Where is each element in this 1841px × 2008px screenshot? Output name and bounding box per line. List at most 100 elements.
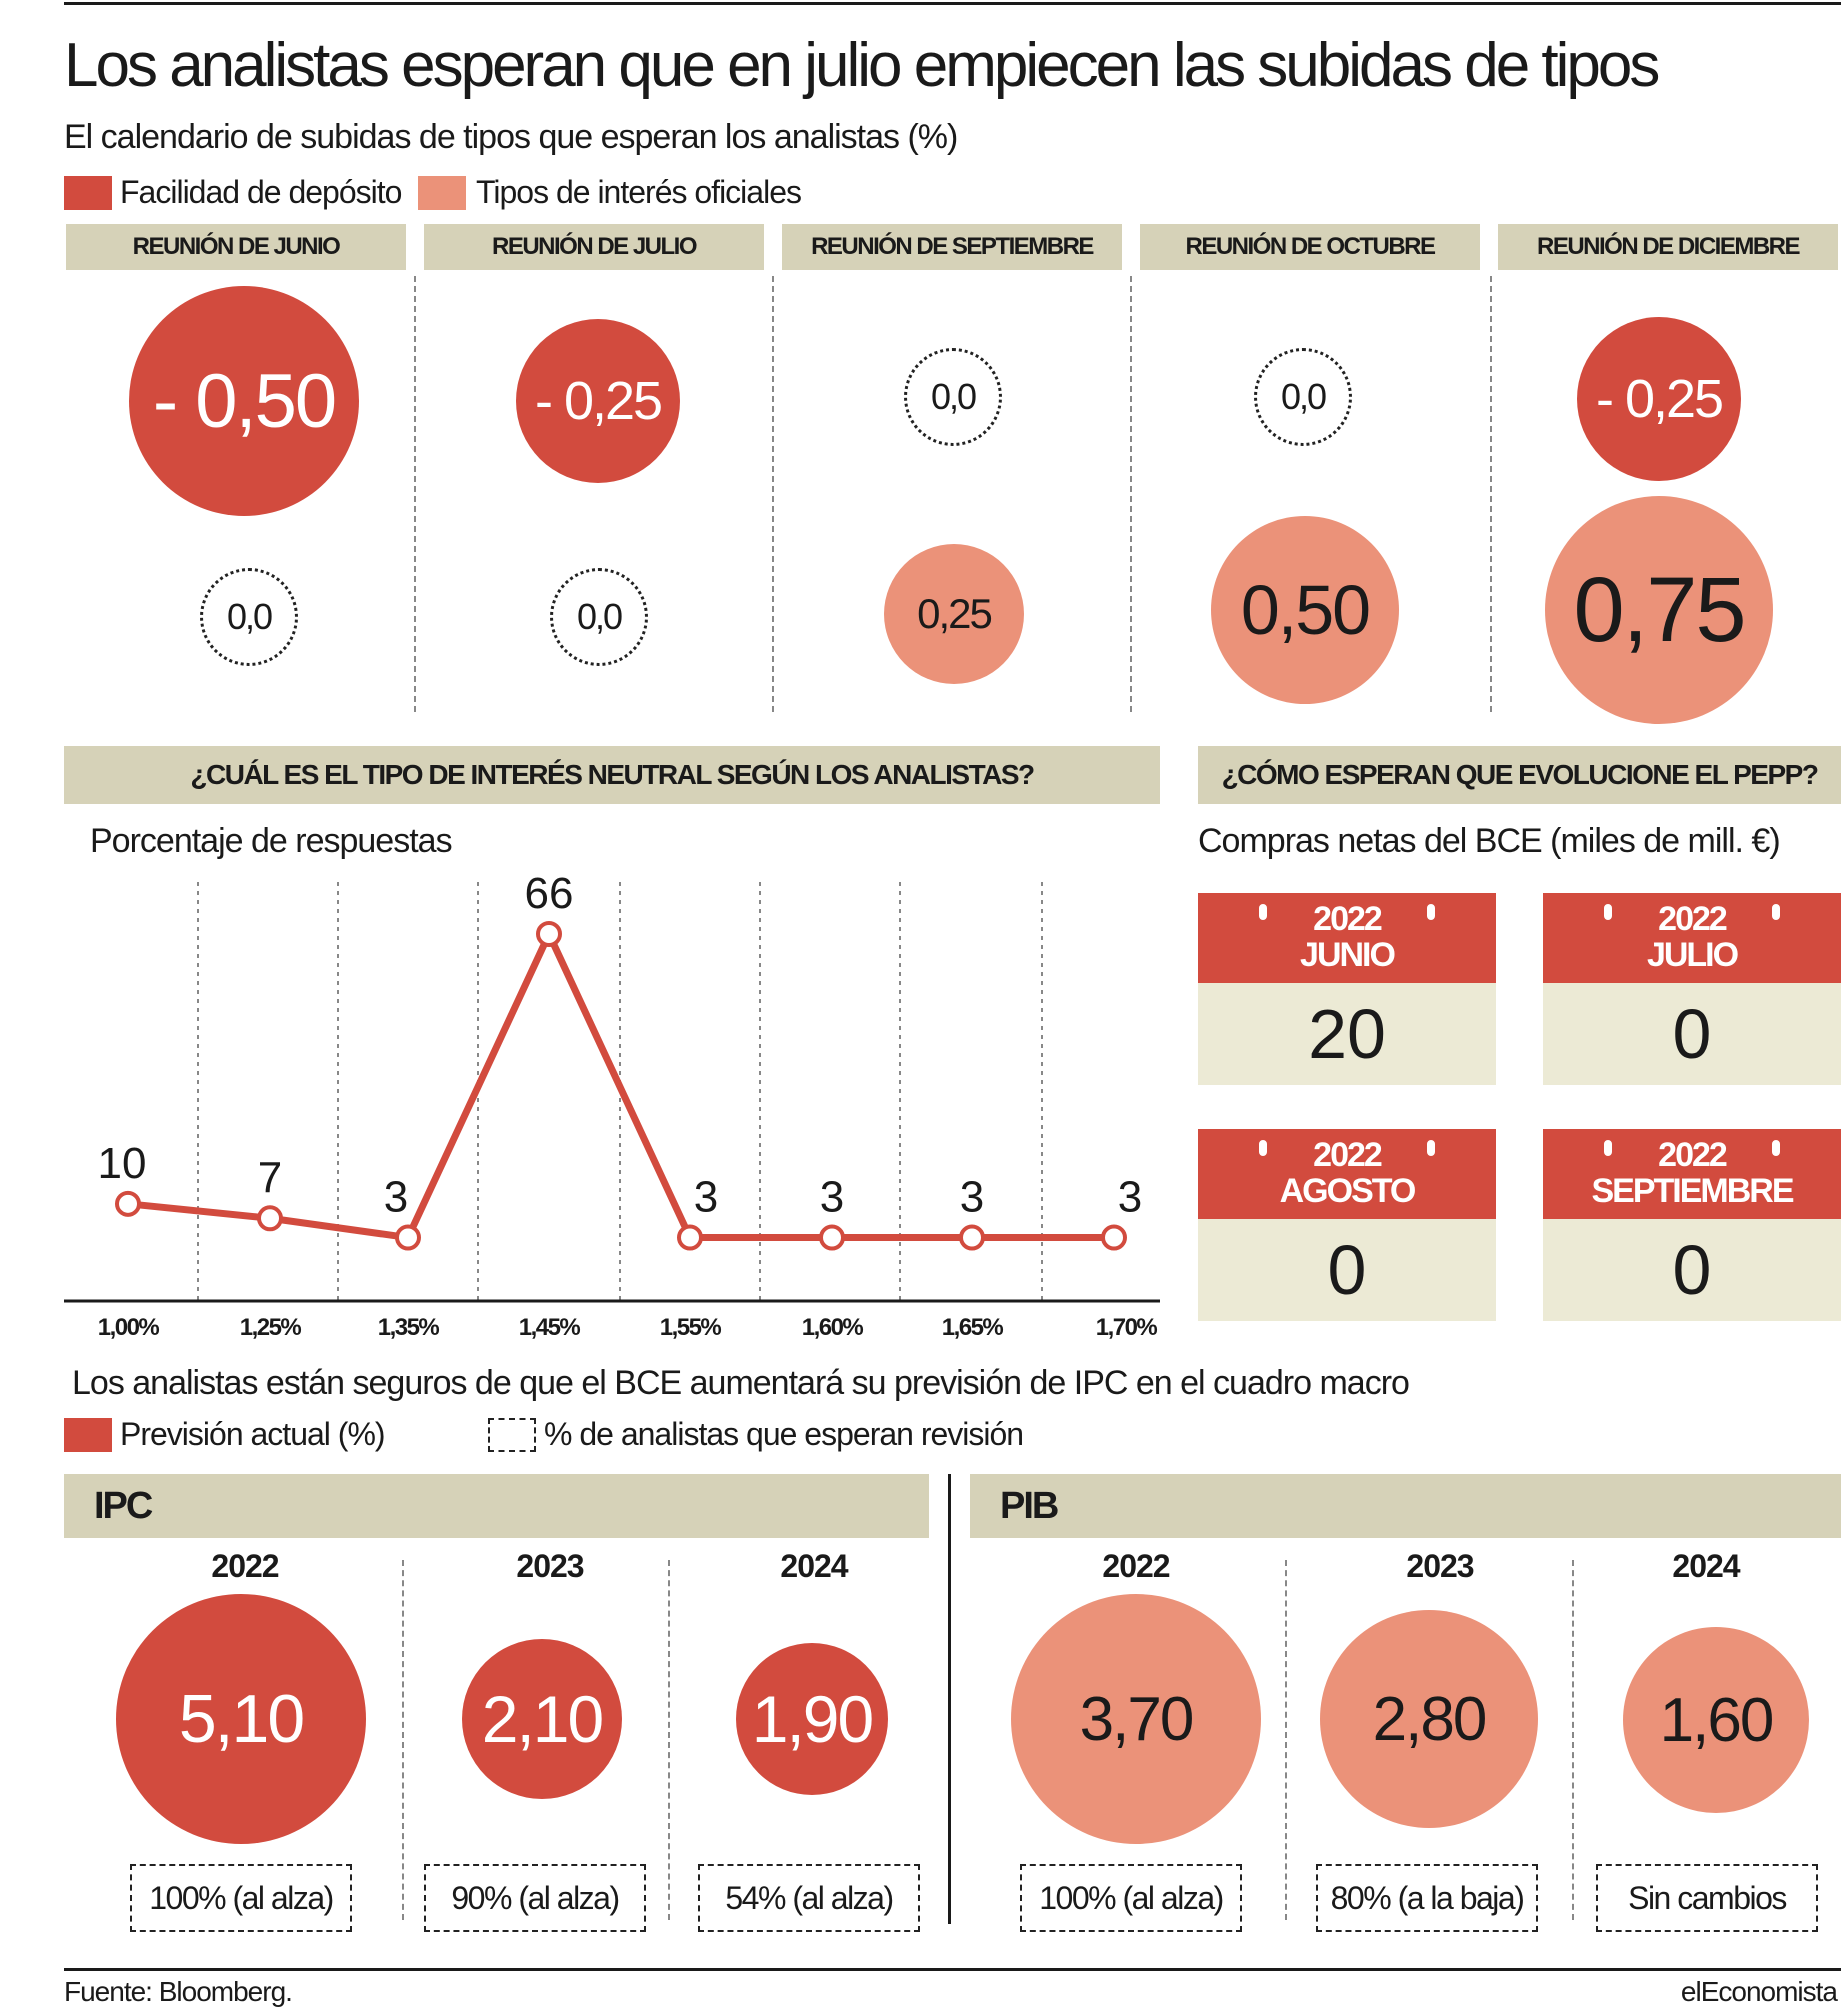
meeting-header-junio: REUNIÓN DE JUNIO bbox=[66, 224, 406, 270]
ring-icon bbox=[1601, 901, 1615, 923]
pib-year-2024: 2024 bbox=[1672, 1548, 1740, 1584]
data-point bbox=[959, 1224, 985, 1251]
x-tick-label: 1,00% bbox=[98, 1314, 160, 1341]
ipc-year-2024: 2024 bbox=[780, 1548, 848, 1584]
calendar-subtitle: El calendario de subidas de tipos que es… bbox=[64, 118, 958, 156]
ring-icon bbox=[1424, 1137, 1438, 1159]
pib-revision-2023: 80% (a la baja) bbox=[1316, 1864, 1538, 1932]
x-tick-label: 1,65% bbox=[942, 1314, 1004, 1341]
ring-icon bbox=[1601, 1137, 1615, 1159]
pepp-card-year: 2022 bbox=[1313, 900, 1383, 938]
chart-data-labels: 10 7 3 66 3 3 3 3 bbox=[98, 869, 1143, 1222]
ring-icon bbox=[1769, 901, 1783, 923]
meeting-header-septiembre: REUNIÓN DE SEPTIEMBRE bbox=[782, 224, 1122, 270]
pepp-card-value: 20 bbox=[1198, 983, 1496, 1085]
meeting-header-octubre: REUNIÓN DE OCTUBRE bbox=[1140, 224, 1480, 270]
section-divider bbox=[948, 1474, 951, 1924]
top-rule bbox=[64, 2, 1841, 5]
legend-label-revision: % de analistas que esperan revisión bbox=[544, 1416, 1024, 1452]
pepp-card-julio: 2022 JULIO 0 bbox=[1543, 893, 1841, 1085]
data-label: 7 bbox=[258, 1153, 282, 1202]
column-divider bbox=[1572, 1560, 1574, 1920]
data-point bbox=[819, 1224, 845, 1251]
deposit-circle-julio: - 0,25 bbox=[516, 319, 680, 483]
source-note: Fuente: Bloomberg. bbox=[64, 1976, 293, 2007]
pib-circle-2023: 2,80 bbox=[1320, 1610, 1538, 1828]
pib-revision-2024: Sin cambios bbox=[1596, 1864, 1818, 1932]
pepp-card-junio: 2022 JUNIO 20 bbox=[1198, 893, 1496, 1085]
column-divider bbox=[1285, 1560, 1287, 1920]
pepp-card-value: 0 bbox=[1543, 1219, 1841, 1321]
legend-label-official: Tipos de interés oficiales bbox=[476, 174, 802, 210]
neutral-rate-subtitle: Porcentaje de respuestas bbox=[90, 822, 453, 860]
official-circle-septiembre: 0,25 bbox=[884, 544, 1024, 684]
ipc-year-2023: 2023 bbox=[516, 1548, 584, 1584]
ipc-year-2022: 2022 bbox=[211, 1548, 279, 1584]
data-label: 10 bbox=[98, 1139, 147, 1188]
official-circle-julio: 0,0 bbox=[550, 568, 648, 666]
official-circle-junio: 0,0 bbox=[200, 568, 298, 666]
legend-swatch-official bbox=[418, 176, 466, 210]
column-divider bbox=[1130, 276, 1132, 712]
x-tick-label: 1,45% bbox=[519, 1314, 581, 1341]
meeting-header-diciembre: REUNIÓN DE DICIEMBRE bbox=[1498, 224, 1838, 270]
deposit-circle-septiembre: 0,0 bbox=[904, 348, 1002, 446]
pib-revision-2022: 100% (al alza) bbox=[1020, 1864, 1242, 1932]
ipc-circle-2024: 1,90 bbox=[736, 1643, 888, 1795]
legend-label-forecast: Previsión actual (%) bbox=[120, 1416, 386, 1452]
pepp-card-value: 0 bbox=[1543, 983, 1841, 1085]
pepp-card-septiembre: 2022 SEPTIEMBRE 0 bbox=[1543, 1129, 1841, 1321]
legend-label-deposit: Facilidad de depósito bbox=[120, 174, 402, 210]
pepp-header: ¿CÓMO ESPERAN QUE EVOLUCIONE EL PEPP? bbox=[1198, 746, 1841, 804]
column-divider bbox=[772, 276, 774, 712]
ring-icon bbox=[1769, 1137, 1783, 1159]
deposit-circle-junio: - 0,50 bbox=[129, 286, 359, 516]
data-label: 3 bbox=[384, 1173, 408, 1222]
ring-icon bbox=[1256, 1137, 1270, 1159]
pib-circle-2024: 1,60 bbox=[1623, 1627, 1809, 1813]
x-tick-label: 1,60% bbox=[802, 1314, 864, 1341]
pib-circle-2022: 3,70 bbox=[1011, 1594, 1261, 1844]
data-point bbox=[677, 1224, 703, 1251]
data-label: 66 bbox=[525, 869, 574, 918]
pepp-card-year: 2022 bbox=[1658, 1136, 1728, 1174]
pepp-card-month: AGOSTO bbox=[1279, 1172, 1417, 1210]
ipc-header: IPC bbox=[64, 1474, 929, 1538]
data-label: 3 bbox=[820, 1173, 844, 1222]
pepp-card-agosto: 2022 AGOSTO 0 bbox=[1198, 1129, 1496, 1321]
x-tick-label: 1,55% bbox=[660, 1314, 722, 1341]
ipc-circle-2023: 2,10 bbox=[462, 1639, 622, 1799]
ipc-revision-2022: 100% (al alza) bbox=[130, 1864, 352, 1932]
data-point bbox=[257, 1205, 283, 1232]
x-tick-label: 1,25% bbox=[240, 1314, 302, 1341]
pib-year-2023: 2023 bbox=[1406, 1548, 1474, 1584]
legend-swatch-revision bbox=[488, 1418, 536, 1452]
pepp-card-year: 2022 bbox=[1313, 1136, 1383, 1174]
neutral-rate-header: ¿CUÁL ES EL TIPO DE INTERÉS NEUTRAL SEGÚ… bbox=[64, 746, 1160, 804]
data-point bbox=[1101, 1224, 1127, 1251]
pepp-card-year: 2022 bbox=[1658, 900, 1728, 938]
series-line bbox=[127, 930, 1114, 1242]
data-point bbox=[115, 1190, 141, 1217]
footer-rule bbox=[64, 1968, 1841, 1971]
ring-icon bbox=[1424, 901, 1438, 923]
official-circle-octubre: 0,50 bbox=[1211, 516, 1399, 704]
ipc-circle-2022: 5,10 bbox=[116, 1594, 366, 1844]
page-title: Los analistas esperan que en julio empie… bbox=[64, 31, 1660, 100]
chart-tick-labels: 1,00% 1,25% 1,35% 1,45% 1,55% 1,60% 1,65% 1,70% bbox=[98, 1314, 1159, 1341]
pib-header: PIB bbox=[970, 1474, 1841, 1538]
x-tick-label: 1,35% bbox=[378, 1314, 440, 1341]
legend-swatch-forecast bbox=[64, 1418, 112, 1452]
data-label: 3 bbox=[694, 1173, 718, 1222]
column-divider bbox=[402, 1560, 404, 1920]
deposit-circle-diciembre: - 0,25 bbox=[1577, 317, 1741, 481]
deposit-circle-octubre: 0,0 bbox=[1254, 348, 1352, 446]
legend-swatch-deposit bbox=[64, 176, 112, 210]
data-label: 3 bbox=[960, 1173, 984, 1222]
pepp-card-month: JULIO bbox=[1646, 936, 1739, 974]
ipc-revision-2024: 54% (al alza) bbox=[698, 1864, 920, 1932]
pepp-card-month: SEPTIEMBRE bbox=[1591, 1172, 1794, 1210]
column-divider bbox=[668, 1560, 670, 1920]
pepp-subtitle: Compras netas del BCE (miles de mill. €) bbox=[1198, 822, 1781, 860]
